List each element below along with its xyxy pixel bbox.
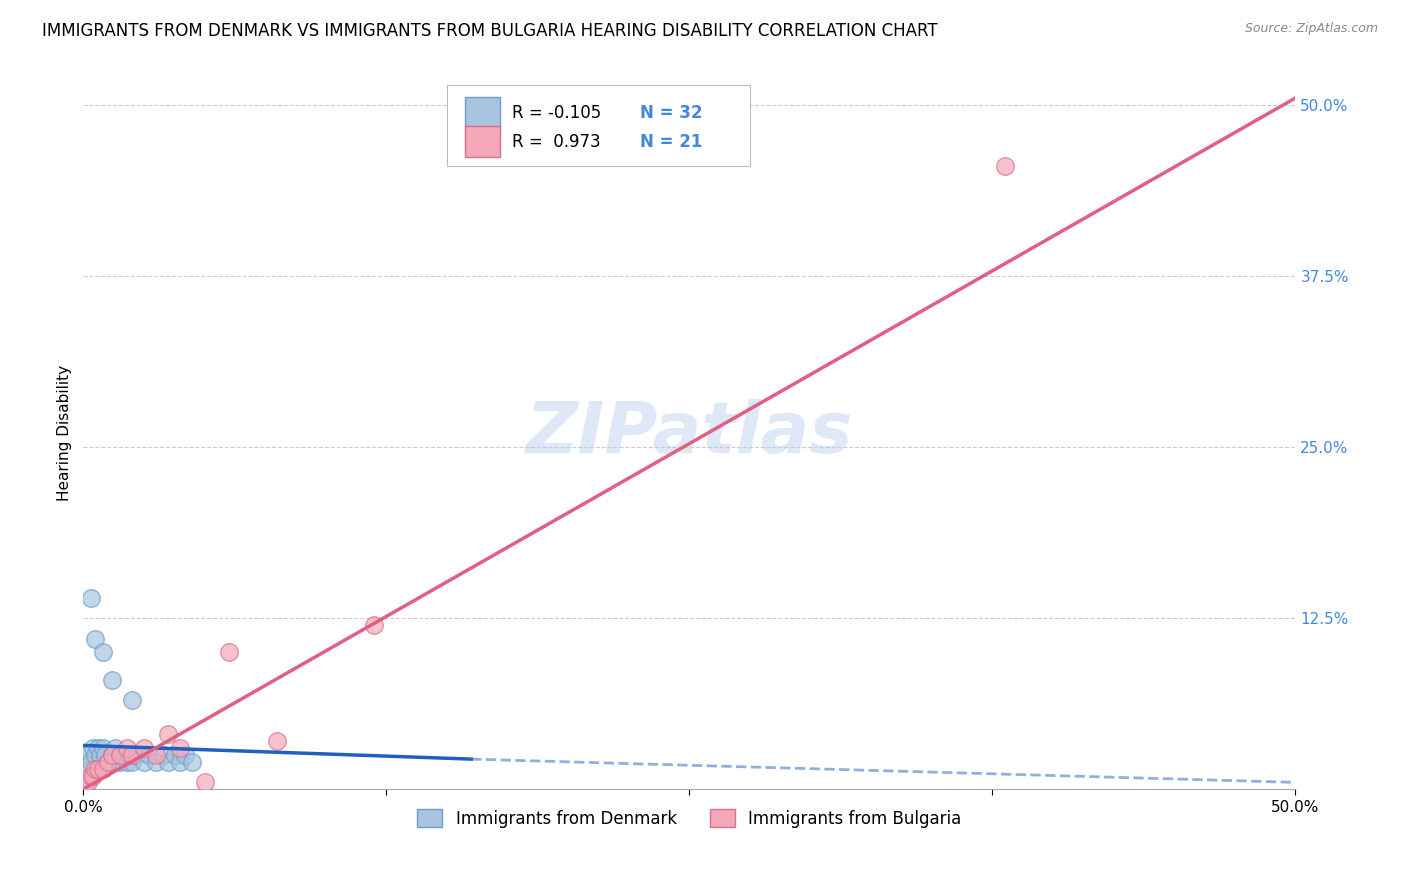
Point (193, 775, 215, 789)
Point (165, 747, 187, 762)
Point (145, 747, 167, 762)
Point (157, 755, 180, 769)
Text: Source: ZipAtlas.com: Source: ZipAtlas.com (1244, 22, 1378, 36)
Point (174, 747, 197, 762)
Point (121, 747, 143, 762)
FancyBboxPatch shape (447, 85, 749, 167)
Y-axis label: Hearing Disability: Hearing Disability (58, 365, 72, 501)
Point (89, 747, 111, 762)
Point (84, 762, 107, 776)
Point (121, 755, 143, 769)
Point (101, 673, 124, 687)
Point (181, 755, 204, 769)
Text: ZIPatlas: ZIPatlas (526, 399, 853, 467)
Text: IMMIGRANTS FROM DENMARK VS IMMIGRANTS FROM BULGARIA HEARING DISABILITY CORRELATI: IMMIGRANTS FROM DENMARK VS IMMIGRANTS FR… (42, 22, 938, 40)
Point (79, 755, 101, 769)
Point (91, 645, 114, 659)
Point (108, 755, 131, 769)
Text: R = -0.105: R = -0.105 (512, 104, 602, 122)
Point (157, 727, 180, 741)
Point (91, 762, 114, 776)
Point (132, 741, 155, 756)
Point (75, 755, 97, 769)
Point (169, 755, 191, 769)
Point (75, 775, 97, 789)
Point (84, 632, 107, 646)
Point (266, 734, 288, 748)
Text: N = 21: N = 21 (640, 133, 702, 151)
Point (96, 755, 118, 769)
FancyBboxPatch shape (465, 126, 501, 157)
Point (108, 747, 131, 762)
Point (84, 747, 107, 762)
Point (82, 768, 104, 782)
Point (87, 741, 110, 756)
Point (132, 755, 155, 769)
Text: N = 32: N = 32 (640, 104, 702, 122)
Point (79, 591, 101, 605)
Point (993, 160, 1015, 174)
Point (363, 618, 385, 632)
Point (115, 741, 138, 756)
Point (121, 693, 143, 707)
Point (115, 755, 138, 769)
Point (145, 755, 167, 769)
Point (91, 741, 114, 756)
Point (152, 747, 174, 762)
Point (104, 741, 127, 756)
Point (79, 768, 101, 782)
Point (82, 741, 104, 756)
Point (218, 645, 240, 659)
Point (87, 762, 110, 776)
Text: R =  0.973: R = 0.973 (512, 133, 600, 151)
Point (77, 747, 100, 762)
Point (118, 747, 141, 762)
Point (94, 747, 117, 762)
Point (169, 741, 191, 756)
Point (138, 747, 160, 762)
Point (96, 755, 118, 769)
Point (125, 747, 148, 762)
Point (111, 747, 134, 762)
FancyBboxPatch shape (465, 97, 501, 128)
Point (101, 747, 124, 762)
Legend: Immigrants from Denmark, Immigrants from Bulgaria: Immigrants from Denmark, Immigrants from… (411, 803, 969, 834)
Point (77, 775, 100, 789)
Point (101, 747, 124, 762)
